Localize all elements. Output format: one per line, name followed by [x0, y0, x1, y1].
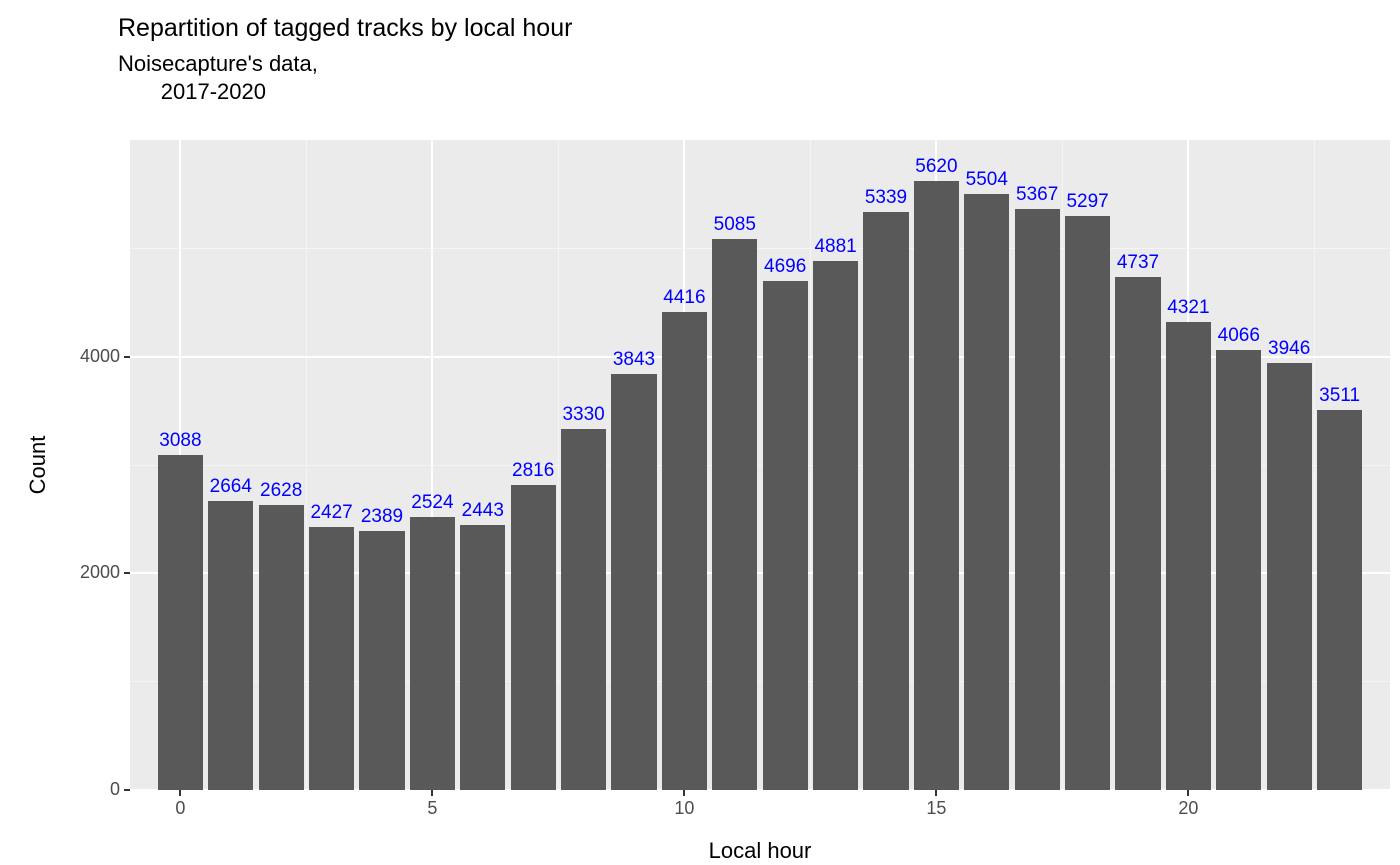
bar [813, 261, 858, 790]
bar [359, 531, 404, 790]
bar [1015, 209, 1060, 790]
x-tick-label: 20 [1158, 798, 1218, 819]
bar [158, 455, 203, 790]
x-tick-label: 10 [654, 798, 714, 819]
x-tick-label: 5 [402, 798, 462, 819]
y-axis-title: Count [25, 436, 51, 495]
bar [964, 194, 1009, 790]
bar-value-label: 2628 [241, 480, 321, 502]
bar [1317, 410, 1362, 790]
bar-value-label: 3511 [1300, 385, 1380, 407]
y-tick-mark [124, 789, 130, 791]
bar [309, 527, 354, 790]
y-tick-label: 2000 [80, 562, 120, 583]
bar [259, 505, 304, 790]
y-tick-label: 4000 [80, 346, 120, 367]
x-tick-label: 15 [906, 798, 966, 819]
bar-value-label: 3946 [1249, 338, 1329, 360]
y-tick-label: 0 [110, 779, 120, 800]
bar [662, 312, 707, 790]
bar [1065, 216, 1110, 790]
grid-minor-x [1062, 140, 1063, 790]
bar-value-label: 4321 [1148, 297, 1228, 319]
bar [460, 525, 505, 790]
chart-title: Repartition of tagged tracks by local ho… [118, 14, 572, 43]
x-tick-mark [431, 790, 433, 796]
grid-minor-y [130, 248, 1390, 249]
x-axis-title: Local hour [680, 838, 840, 864]
x-tick-mark [179, 790, 181, 796]
bar [611, 374, 656, 790]
bar [1166, 322, 1211, 790]
grid-minor-x [1314, 140, 1315, 790]
bar [208, 501, 253, 790]
x-tick-mark [935, 790, 937, 796]
y-tick-mark [124, 572, 130, 574]
bar [712, 239, 757, 790]
bar [1267, 363, 1312, 790]
bar [863, 212, 908, 790]
bar [410, 517, 455, 790]
bar [763, 281, 808, 790]
x-tick-mark [1187, 790, 1189, 796]
bar-value-label: 5297 [1048, 191, 1128, 213]
bar [1216, 350, 1261, 790]
grid-minor-x [306, 140, 307, 790]
chart-subtitle: Noisecapture's data, 2017-2020 [118, 50, 318, 105]
x-tick-mark [683, 790, 685, 796]
bar [1115, 277, 1160, 790]
x-tick-label: 0 [150, 798, 210, 819]
y-tick-mark [124, 356, 130, 358]
bar [914, 181, 959, 790]
bar [561, 429, 606, 790]
bar-value-label: 4737 [1098, 252, 1178, 274]
bar [511, 485, 556, 790]
bar-value-label: 3088 [140, 430, 220, 452]
bar-value-label: 5085 [695, 214, 775, 236]
